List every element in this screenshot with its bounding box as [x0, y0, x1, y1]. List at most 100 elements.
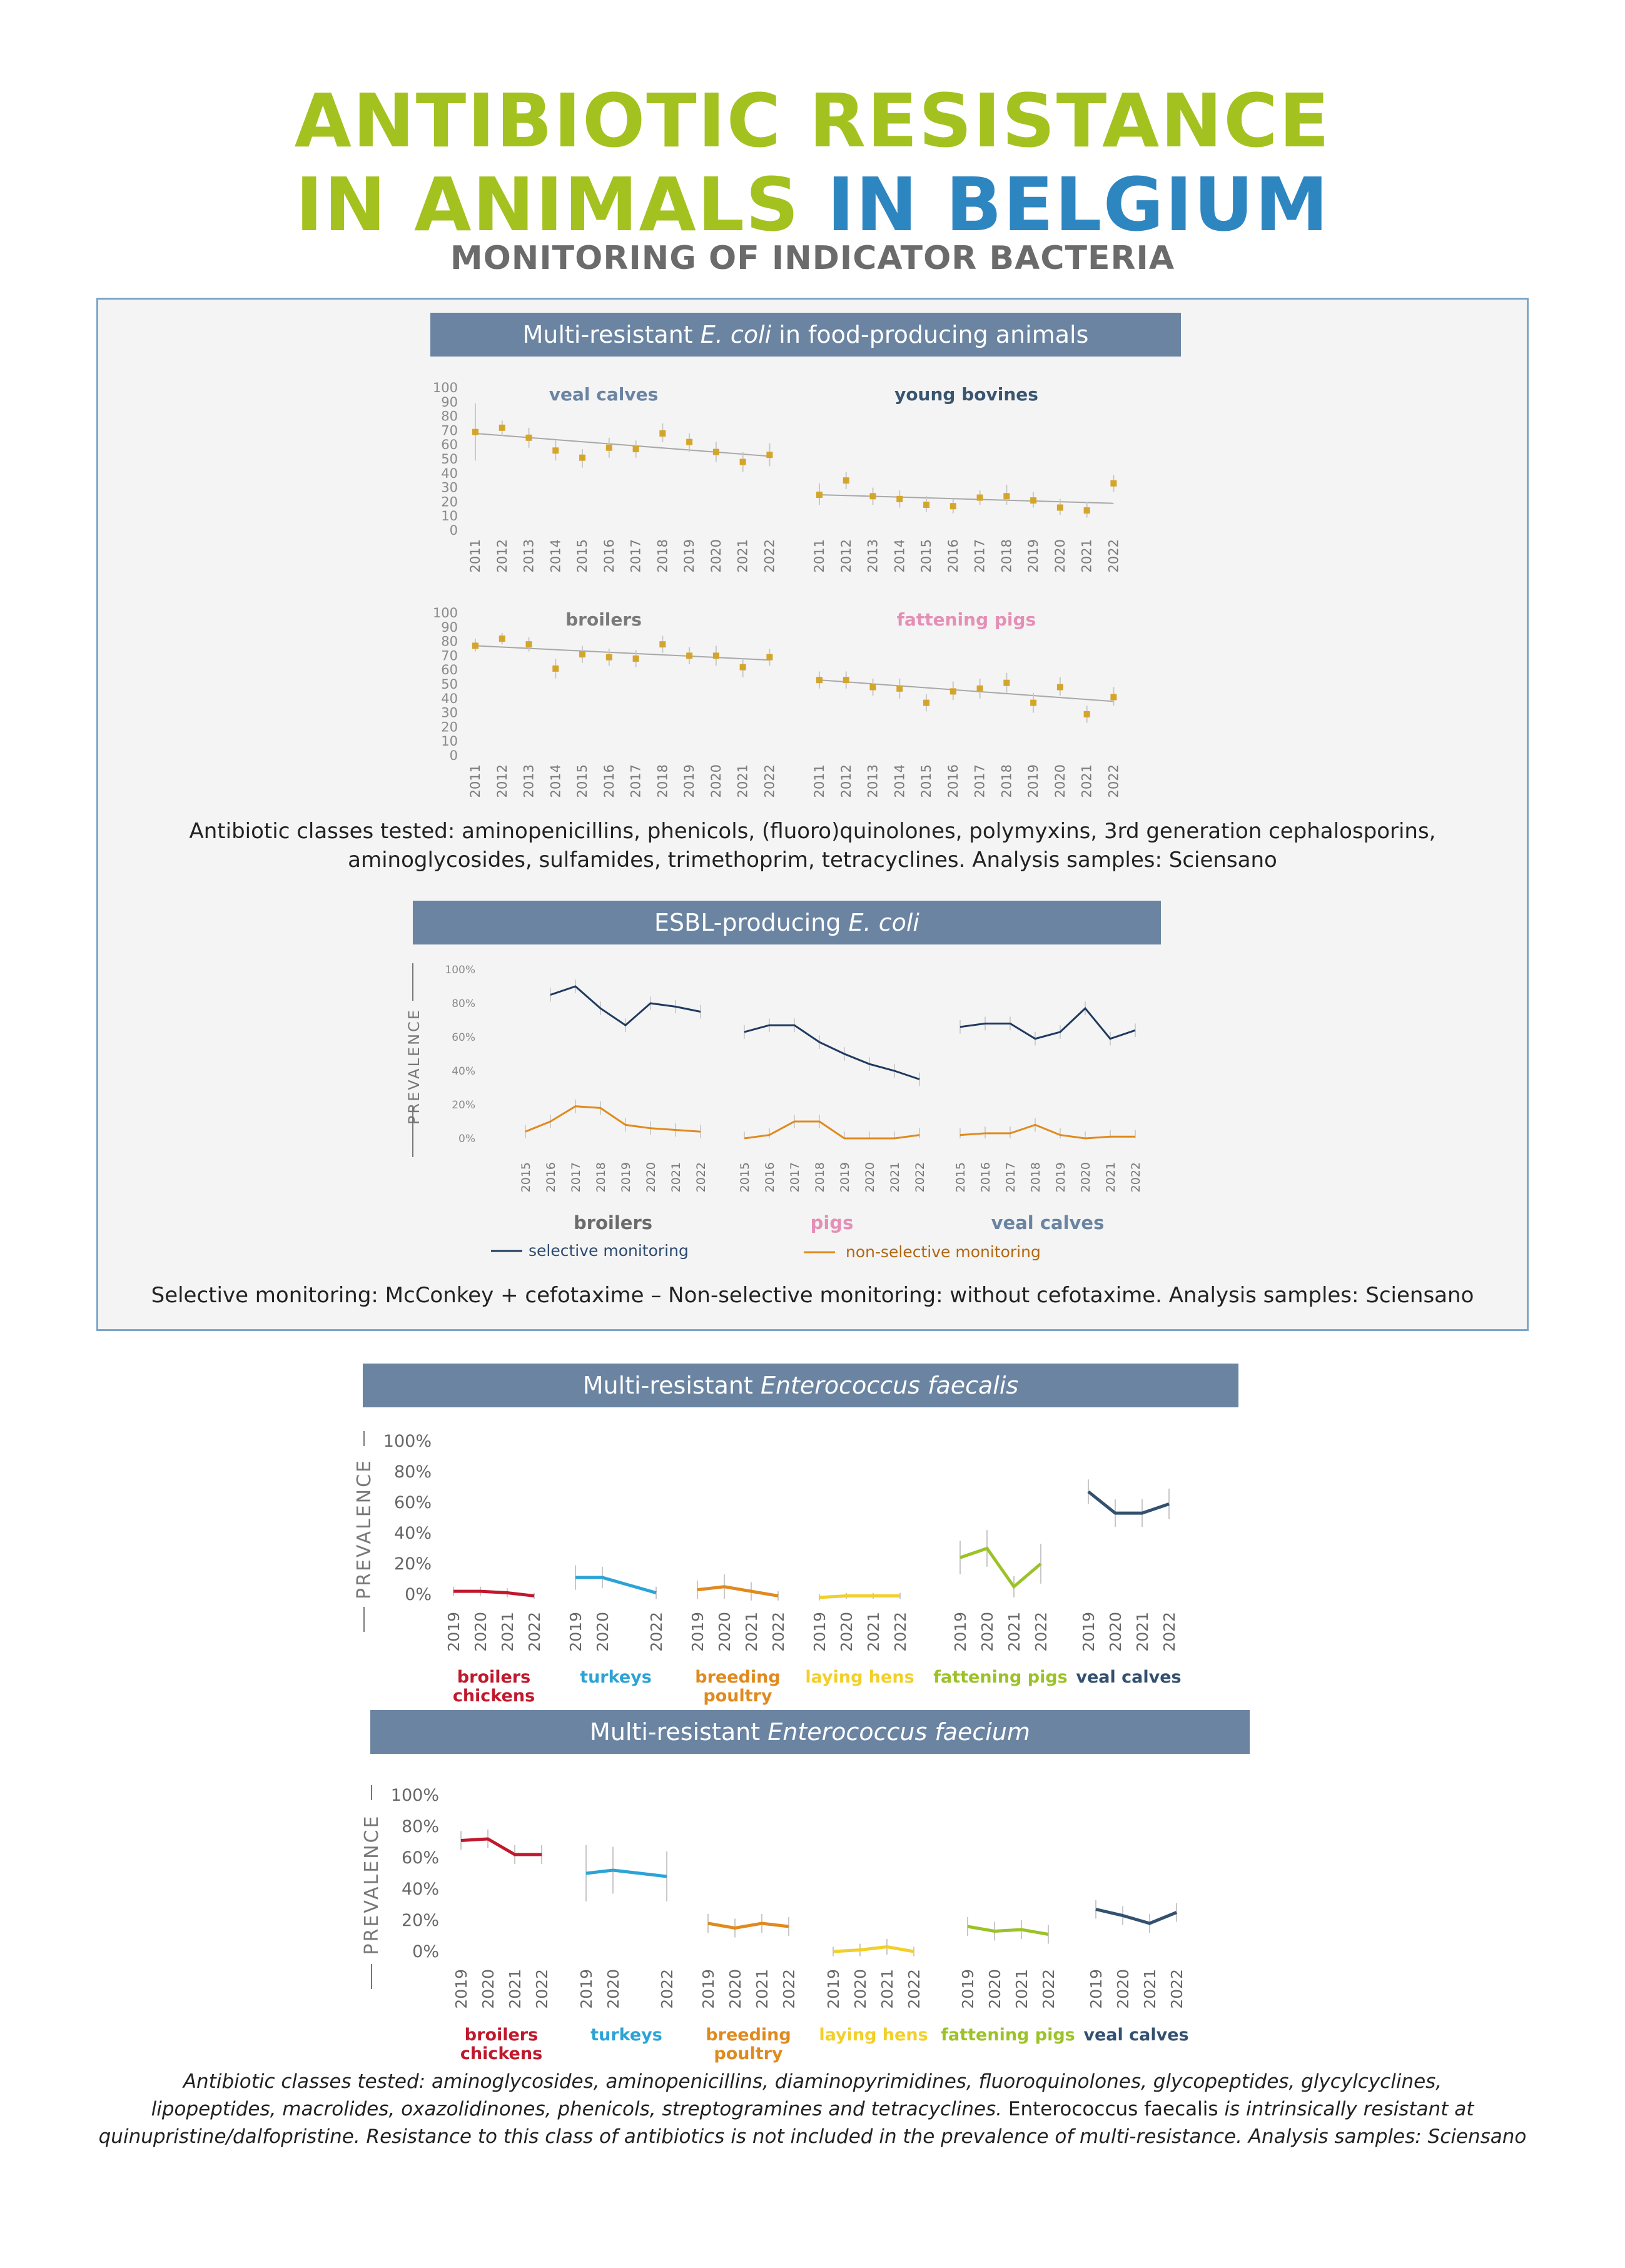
ecoli-ytick-label: 10 [441, 509, 458, 524]
ecoli-data-point [1003, 493, 1010, 500]
ecoli-ytick-label: 90 [441, 395, 458, 410]
ecoli-data-point [976, 494, 983, 501]
entero-xtick-label: 2020 [604, 1969, 622, 2009]
ecoli-ytick-label: 80 [441, 634, 458, 649]
ecoli-data-point [1110, 694, 1117, 701]
esbl-ytick-label: 60% [452, 1031, 475, 1044]
entero-ytick-label: 20% [394, 1554, 432, 1574]
ecoli-data-point [525, 434, 532, 441]
entero-group-label: breeding [706, 2025, 791, 2045]
ecoli-xtick-label: 2014 [548, 539, 563, 572]
entero-series-line [585, 1868, 667, 1878]
esbl-xtick-label: 2018 [594, 1162, 608, 1192]
ecoli-data-point [1110, 480, 1117, 487]
ecoli-data-point [499, 424, 505, 431]
ecoli-ytick-label: 90 [441, 620, 458, 635]
ecoli-panel-title: young bovines [894, 384, 1038, 405]
entero-group-label-2: chickens [460, 2044, 542, 2063]
band-multi-ecoli-organism: E. coli [700, 321, 772, 348]
ecoli-data-point [552, 447, 559, 454]
ecoli-data-point [712, 448, 719, 455]
entero-xtick-label: 2022 [525, 1612, 544, 1652]
esbl-xtick-label: 2016 [544, 1162, 558, 1192]
ecoli-data-point [923, 501, 930, 508]
esbl-xtick-label: 2022 [913, 1162, 927, 1192]
esbl-xtick-label: 2015 [738, 1162, 752, 1192]
entero-xtick-label: 2022 [1040, 1969, 1058, 2009]
ecoli-xtick-label: 2018 [655, 764, 670, 797]
esbl-xtick-label: 2020 [644, 1162, 658, 1192]
entero-xtick-label: 2020 [838, 1612, 856, 1652]
entero-xtick-label: 2022 [658, 1969, 676, 2009]
legend-selective-label: selective monitoring [529, 1242, 689, 1260]
entero-ytick-label: 0% [412, 1942, 439, 1962]
subtitle: MONITORING OF INDICATOR BACTERIA [450, 240, 1175, 277]
band-esbl-organism: E. coli [848, 909, 919, 936]
ecoli-ytick-label: 70 [441, 423, 458, 438]
ecoli-data-point [712, 652, 719, 659]
entero-xtick-label: 2021 [499, 1612, 517, 1652]
entero-xtick-label: 2021 [742, 1612, 761, 1652]
ecoli-xtick-label: 2019 [1026, 539, 1041, 572]
band-faecium: Multi-resistant Enterococcus faecium [370, 1710, 1250, 1754]
entero-xtick-label: 2022 [1168, 1969, 1186, 2009]
entero-xtick-label: 2019 [577, 1969, 595, 2009]
ecoli-panel-title: veal calves [549, 384, 658, 405]
esbl-xtick-label: 2021 [669, 1162, 683, 1192]
entero-ytick-label: 40% [394, 1524, 432, 1543]
ecoli-xtick-label: 2017 [629, 764, 644, 797]
ecoli-data-point [766, 654, 773, 661]
ecoli-trend-line [819, 494, 1114, 504]
entero-ytick-label: 60% [402, 1848, 439, 1868]
ecoli-ytick-label: 50 [441, 677, 458, 692]
ecoli-xtick-label: 2012 [495, 539, 510, 572]
ecoli-panel-title: broilers [565, 609, 642, 630]
esbl-xtick-label: 2018 [1029, 1162, 1043, 1192]
esbl-non-selective-line [744, 1120, 920, 1140]
entero-xtick-label: 2019 [951, 1612, 969, 1652]
band-faecalis: Multi-resistant Enterococcus faecalis [363, 1364, 1238, 1407]
ecoli-data-point [686, 652, 693, 659]
faecium-chart: PREVALENCE 0% 20% 40% 60% 80% 100% 2019 2020 2021… [361, 1785, 1189, 2063]
ecoli-ytick-label: 20 [441, 494, 458, 509]
entero-xtick-label: 2020 [986, 1969, 1004, 2009]
entero-group-label-2: poultry [703, 1686, 772, 1706]
esbl-xtick-label: 2018 [813, 1162, 827, 1192]
entero-xtick-label: 2021 [1141, 1969, 1159, 2009]
esbl-xtick-label: 2022 [1129, 1162, 1143, 1192]
esbl-xtick-label: 2022 [694, 1162, 708, 1192]
entero-ytick-label: 60% [394, 1493, 432, 1512]
band-faecalis-organism: Enterococcus faecalis [760, 1372, 1019, 1399]
ecoli-xtick-label: 2018 [999, 539, 1014, 572]
esbl-note: Selective monitoring: McConkey + cefotax… [151, 1283, 1474, 1308]
entero-xtick-label: 2020 [1106, 1612, 1125, 1652]
entero-ytick-label: 20% [402, 1911, 439, 1930]
ecoli-data-point [739, 458, 746, 465]
ecoli-data-point [923, 699, 930, 706]
entero-series-line [707, 1921, 789, 1930]
ecoli-data-point [843, 477, 849, 484]
esbl-xtick-label: 2017 [1004, 1162, 1018, 1192]
ecoli-data-point [1030, 497, 1037, 504]
esbl-ytick-label: 20% [452, 1099, 475, 1111]
ecoli-xtick-label: 2013 [522, 539, 537, 572]
entero-ytick-label: 100% [391, 1786, 439, 1805]
esbl-xtick-label: 2020 [1079, 1162, 1093, 1192]
entero-xtick-label: 2020 [851, 1969, 869, 2009]
entero-xtick-label: 2019 [452, 1969, 470, 2009]
entero-xtick-label: 2019 [689, 1612, 707, 1652]
entero-xtick-label: 2021 [1013, 1969, 1031, 2009]
title-line-2: IN ANIMALS IN BELGIUM [0, 164, 1625, 245]
ecoli-note-line-1: Antibiotic classes tested: aminopenicill… [189, 819, 1436, 844]
entero-group-label: broilers [457, 1668, 530, 1687]
ecoli-data-point [816, 492, 823, 498]
esbl-xtick-label: 2015 [954, 1162, 968, 1192]
ecoli-xtick-label: 2022 [1106, 539, 1121, 572]
ecoli-data-point [659, 641, 666, 648]
entero-xtick-label: 2021 [864, 1612, 883, 1652]
esbl-xtick-label: 2021 [888, 1162, 902, 1192]
entero-ylabel: PREVALENCE [353, 1459, 375, 1599]
ecoli-trend-line [475, 432, 770, 457]
ecoli-xtick-label: 2016 [602, 764, 617, 797]
entero-series-line [460, 1837, 542, 1856]
